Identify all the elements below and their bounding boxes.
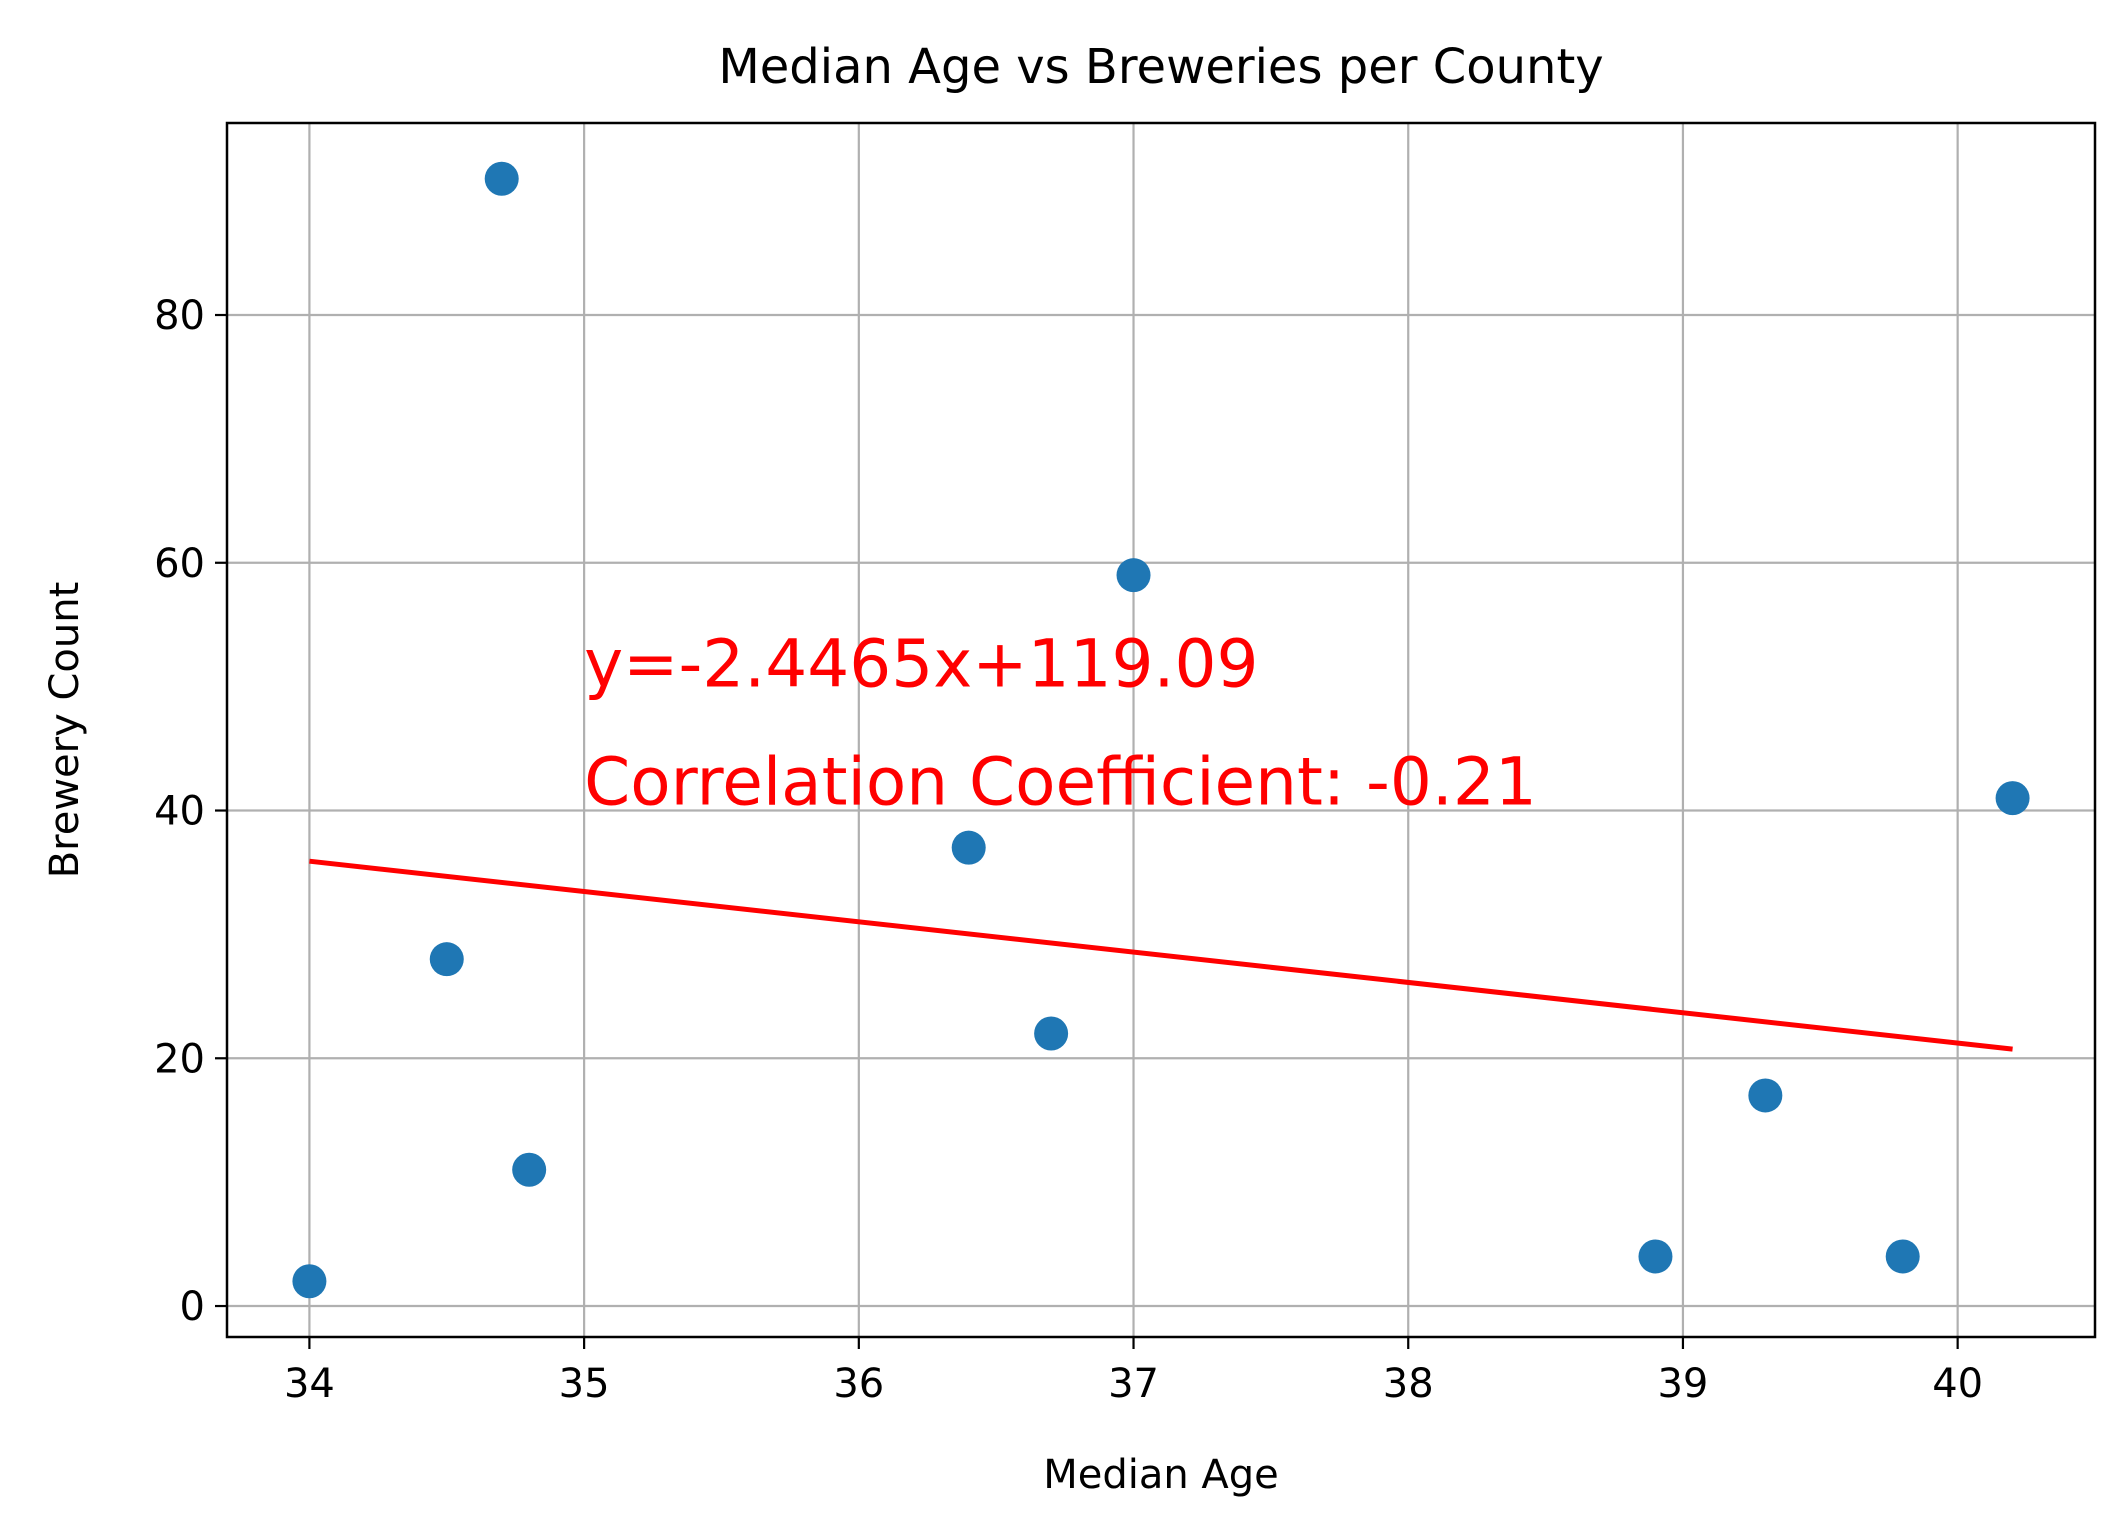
x-tick-label: 38 xyxy=(1383,1361,1434,1407)
data-point xyxy=(1638,1239,1673,1274)
data-point xyxy=(1995,781,2030,816)
data-point xyxy=(512,1152,547,1187)
x-tick-label: 36 xyxy=(833,1361,884,1407)
y-tick-label: 80 xyxy=(154,293,205,339)
regression-line-layer xyxy=(309,858,2013,1052)
data-point xyxy=(951,830,986,865)
x-tick-label: 37 xyxy=(1108,1361,1159,1407)
data-point xyxy=(1885,1239,1920,1274)
y-tick-label: 40 xyxy=(154,789,205,835)
annotations: y=-2.4465x+119.09 Correlation Coefficient… xyxy=(584,626,1537,821)
x-tick-label: 39 xyxy=(1657,1361,1708,1407)
x-tick-label: 34 xyxy=(284,1361,335,1407)
x-tick-label: 35 xyxy=(559,1361,610,1407)
y-tick-label: 20 xyxy=(154,1036,205,1082)
data-point xyxy=(1116,558,1151,593)
data-point xyxy=(429,942,464,977)
regression-line xyxy=(309,858,2013,1052)
data-point xyxy=(1748,1078,1783,1113)
y-tick-label: 60 xyxy=(154,541,205,587)
ticks: 34 35 36 37 38 39 40 0 20 40 60 80 xyxy=(154,293,1983,1407)
annotation-text: Correlation Coefficient: -0.21 xyxy=(584,743,1537,820)
chart-title: Median Age vs Breweries per County xyxy=(718,39,1603,95)
grid xyxy=(227,123,2095,1337)
y-axis-label: Brewery Count xyxy=(42,582,88,879)
x-tick-label: 40 xyxy=(1932,1361,1983,1407)
plot-frame xyxy=(225,121,2097,1339)
x-axis-label: Median Age xyxy=(1043,1452,1279,1498)
data-point xyxy=(484,161,519,196)
y-tick-label: 0 xyxy=(180,1284,205,1330)
data-point xyxy=(1034,1016,1069,1051)
data-points xyxy=(292,161,2030,1299)
data-point xyxy=(292,1264,327,1299)
annotation-text: y=-2.4465x+119.09 xyxy=(584,626,1258,703)
